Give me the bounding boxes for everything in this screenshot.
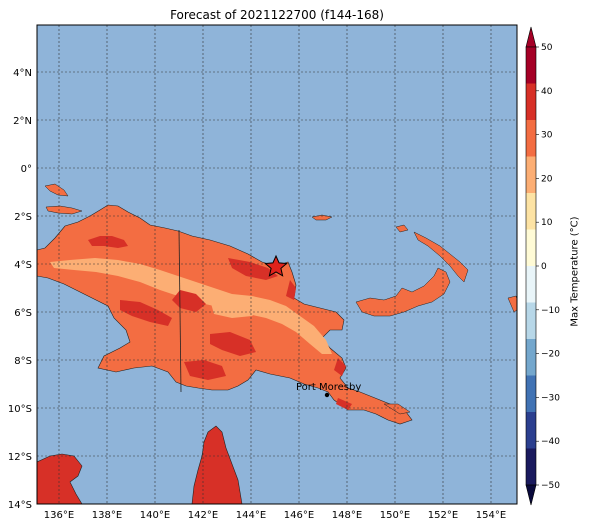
lon-tick-label: 148°E: [332, 510, 362, 521]
hot-patch-6: [228, 258, 278, 280]
lat-tick-label: 8°S: [14, 356, 32, 367]
lat-tick-label: 6°S: [14, 308, 32, 319]
lon-tick-label: 150°E: [380, 510, 410, 521]
colorbar-tick-label: 50: [541, 43, 553, 53]
colorbar-segment: [526, 412, 536, 449]
colorbar-tick-label: −20: [541, 350, 560, 360]
hot-patch-7: [286, 280, 296, 300]
colorbar: 50 40 30 20 10 0 −10 −20 −30 −40 −50: [525, 26, 560, 506]
hot-patch-5: [184, 360, 226, 380]
map-title: Forecast of 2021122700 (f144-168): [170, 8, 384, 22]
city-label: Port Moresby: [296, 382, 361, 393]
lat-tick-label: 0°: [21, 164, 32, 175]
colorbar-tick-label: 0: [541, 262, 547, 272]
lat-tick-label: 2°S: [14, 212, 32, 223]
island-biak: [44, 183, 69, 197]
hot-patch-4: [210, 332, 256, 356]
colorbar-tick-label: 40: [541, 87, 553, 97]
colorbar-segment: [526, 120, 536, 157]
hot-patch-8: [334, 358, 346, 376]
colorbar-segment: [526, 266, 536, 303]
colorbar-tick-label: −10: [541, 306, 560, 316]
graticule: [37, 25, 517, 504]
hot-patch-9: [336, 398, 352, 410]
colorbar-extend-min: [525, 484, 537, 506]
colorbar-segment: [526, 83, 536, 121]
lon-tick-label: 140°E: [140, 510, 170, 521]
colorbar-extend-max: [525, 26, 537, 48]
location-star-marker: [264, 254, 288, 277]
colorbar-tick-label: 30: [541, 131, 553, 141]
lat-tick-label: 2°N: [13, 116, 32, 127]
island-new-ireland: [395, 224, 469, 283]
island-new-britain: [355, 267, 451, 317]
hot-patch-3: [120, 300, 172, 326]
land-arnhem: [37, 453, 83, 504]
hot-patch-1: [88, 236, 128, 248]
lon-tick-label: 142°E: [188, 510, 218, 521]
hot-patch-2: [172, 290, 206, 312]
lon-tick-label: 154°E: [476, 510, 506, 521]
warm-band-light: [50, 258, 332, 354]
plot-frame: [36, 24, 518, 505]
colorbar-segment: [526, 156, 536, 194]
lat-tick-label: 12°S: [8, 452, 32, 463]
colorbar-segment: [526, 229, 536, 267]
colorbar-segment: [526, 339, 536, 376]
colorbar-tick-label: −50: [541, 481, 560, 491]
colorbar-segment: [526, 448, 536, 486]
lon-tick-label: 144°E: [236, 510, 266, 521]
lat-ticks: 4°N 2°N 0° 2°S 4°S 6°S 8°S 10°S 12°S 14°…: [8, 68, 32, 511]
lat-tick-label: 4°S: [14, 260, 32, 271]
lat-tick-label: 4°N: [13, 68, 32, 79]
island-louisiade: [383, 403, 411, 415]
island-bougainville: [507, 295, 517, 313]
lat-tick-label: 10°S: [8, 404, 32, 415]
lon-tick-label: 138°E: [92, 510, 122, 521]
colorbar-tick-label: 20: [541, 174, 553, 184]
island-north-2: [45, 205, 83, 215]
colorbar-segment: [526, 375, 536, 413]
lat-tick-label: 14°S: [8, 500, 32, 511]
city-dot-port-moresby: [324, 392, 330, 398]
colorbar-segment: [526, 193, 536, 230]
colorbar-tick-label: −30: [541, 393, 560, 403]
colorbar-tick-label: 10: [541, 218, 553, 228]
colorbar-segment: [526, 47, 536, 84]
border-line: [178, 229, 182, 393]
lon-tick-label: 146°E: [284, 510, 314, 521]
lon-ticks: 136°E 138°E 140°E 142°E 144°E 146°E 148°…: [44, 510, 506, 521]
lon-tick-label: 152°E: [428, 510, 458, 521]
colorbar-tick-label: −40: [541, 437, 560, 447]
lon-tick-label: 136°E: [44, 510, 74, 521]
colorbar-segment: [526, 302, 536, 340]
warm-patch-light: [210, 296, 262, 318]
colorbar-label: Max Temperature (°C): [569, 216, 581, 327]
